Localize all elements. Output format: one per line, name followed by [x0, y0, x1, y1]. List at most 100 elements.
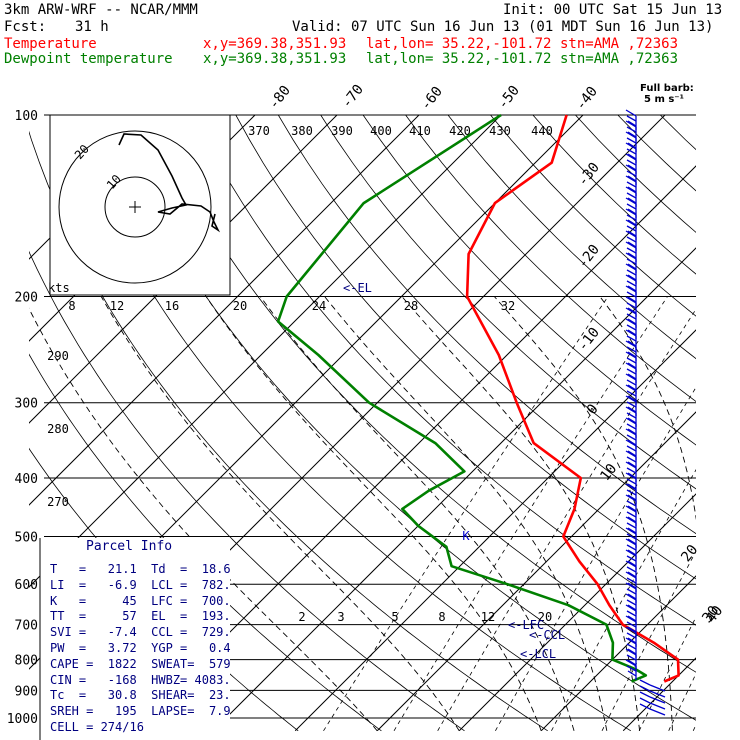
mixing-ratio-lines [323, 296, 740, 732]
mixing-ratio-line [668, 672, 696, 731]
wind-barb-flag [627, 197, 637, 204]
wind-barb-flag [625, 472, 637, 480]
pressure-label: 500 [15, 530, 38, 545]
dry-adiabat-line [362, 115, 696, 446]
wind-barb-flag [626, 280, 637, 287]
pressure-label: 400 [15, 472, 38, 487]
wind-barb-flag [639, 679, 651, 686]
wind-barb-flag [627, 285, 637, 292]
wind-barb-flag [625, 593, 637, 601]
wind-barb-flag [625, 285, 637, 293]
wind-barb-flag [625, 241, 637, 249]
theta-label: 400 [370, 124, 392, 138]
wind-barb-flag [625, 142, 637, 150]
wind-barb-flag [626, 236, 637, 243]
wind-barb-flag [627, 252, 637, 259]
parcel-info-row: K = 45 LFC = 700. [50, 593, 231, 608]
wind-barb [649, 684, 666, 692]
parcel-info-row: SVI = -7.4 CCL = 729. [50, 625, 231, 640]
wind-barb-flag [627, 615, 637, 622]
temperature-label: -70 [339, 82, 367, 112]
wind-barb-flag [626, 533, 637, 540]
wind-barb-flag [626, 181, 637, 188]
wind-barb [649, 702, 666, 710]
mixing-ratio-line [551, 469, 696, 731]
mixing-ratio-labels: 8 12 16 20 24 28 32 2 3 5 8 12 20 [68, 299, 552, 624]
mixing-ratio-label: 32 [501, 299, 515, 313]
wind-barb-flag [627, 604, 637, 611]
wind-barb-flag [626, 478, 637, 485]
dry-adiabat-line [29, 250, 465, 732]
isotherm-line [130, 165, 696, 732]
mixing-ratio-line [714, 297, 740, 731]
hodograph-panel: 20 10 kts [48, 114, 231, 296]
isotherm-line [212, 247, 696, 732]
theta-label: 270 [47, 495, 69, 509]
wind-barb-flag [627, 670, 637, 677]
theta-label: 290 [47, 349, 69, 363]
theta-label: 410 [409, 124, 431, 138]
wind-barb-flag [625, 164, 637, 172]
dew-legend-latlon: lat,lon= 35.22,-101.72 [366, 51, 552, 67]
pressure-label: 300 [15, 397, 38, 412]
wind-barb-flag [626, 489, 637, 496]
wind-barb-flag [625, 406, 637, 414]
wind-barb-flag [625, 197, 637, 205]
wind-barb-flag [626, 577, 637, 584]
wind-barb-flag [625, 186, 637, 194]
hodograph-units-label: kts [48, 281, 70, 295]
pressure-label: 900 [15, 684, 38, 699]
wind-barb-flag [625, 450, 637, 458]
wind-barb-flag [627, 626, 637, 633]
init-time: Init: 00 UTC Sat 15 Jun 13 [503, 2, 723, 18]
dry-adiabat-line [193, 115, 696, 626]
mixing-ratio-line [495, 386, 696, 731]
wind-barb-flag [627, 483, 637, 490]
wind-barb-flag [625, 351, 637, 359]
mixing-ratio-label: 12 [110, 299, 124, 313]
wind-barb-flag [625, 340, 637, 348]
wind-barb-flag [627, 274, 637, 281]
wind-barb-flag [627, 296, 637, 303]
wind-barb-flag [626, 621, 637, 628]
wind-barb-flag [639, 691, 651, 698]
wind-barb-flag [625, 461, 637, 469]
valid-time: Valid: 07 UTC Sun 16 Jun 13 (01 MDT Sun … [292, 19, 714, 35]
wind-barb-flag [627, 516, 637, 523]
wind-barb-flag [627, 549, 637, 556]
wind-barb-flag [625, 362, 637, 370]
wind-barb-flag [625, 516, 637, 524]
wind-barb-flag [627, 406, 637, 413]
dry-adiabat-line [405, 115, 696, 402]
sounding-series [276, 113, 680, 683]
wind-barb-flag [626, 610, 637, 617]
wind-barb-flag [625, 604, 637, 612]
wind-barb-flag [626, 423, 637, 430]
wind-barb-flag [625, 329, 637, 337]
hodograph-trace [118, 133, 221, 233]
mixing-ratio-label: 8 [68, 299, 75, 313]
wind-barb-flag [625, 582, 637, 590]
wind-barb-flag [625, 549, 637, 557]
wind-barb-flag [626, 159, 637, 166]
wind-barb-flag [626, 511, 637, 518]
wind-barb-flag [626, 291, 637, 298]
wind-barb-flag [626, 522, 637, 529]
isotherm-line [29, 115, 420, 506]
wind-barb-flag [627, 428, 637, 435]
mixing-ratio-label: 20 [538, 610, 552, 624]
parcel-info-row: TT = 57 EL = 193. [50, 609, 231, 624]
wind-barb-flag [627, 461, 637, 468]
wind-barb-flag [627, 219, 637, 226]
mixing-ratio-line [437, 308, 696, 731]
wind-barb-flag [627, 450, 637, 457]
el-marker: <-EL [343, 281, 372, 295]
fcst-value: 31 h [75, 19, 109, 35]
dew-legend-label: Dewpoint temperature [4, 51, 173, 67]
theta-label: 380 [291, 124, 313, 138]
wind-barb-flag [627, 648, 637, 655]
wind-barb-flag [626, 566, 637, 573]
parcel-info-panel [40, 538, 230, 740]
wind-barb-flag [627, 263, 637, 270]
